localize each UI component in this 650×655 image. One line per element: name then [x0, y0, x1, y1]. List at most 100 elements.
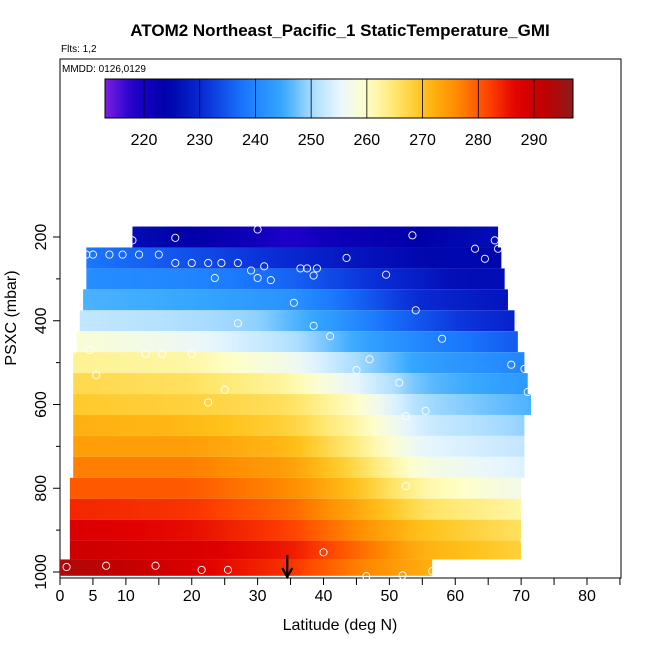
- observation-point: [128, 236, 137, 245]
- observation-point: [520, 364, 529, 373]
- observation-point: [217, 258, 226, 268]
- temperature-band: [60, 559, 433, 576]
- observation-point: [204, 398, 213, 407]
- y-tick-label: 400: [33, 307, 50, 334]
- observation-point: [141, 349, 150, 358]
- observation-point: [197, 565, 206, 574]
- observation-point: [266, 276, 275, 285]
- observation-point: [187, 258, 196, 268]
- observation-point: [220, 385, 229, 394]
- x-tick-label: 0: [56, 588, 65, 605]
- observation-point: [210, 273, 219, 283]
- x-tick-label: 80: [578, 588, 596, 605]
- observation-point: [365, 355, 374, 364]
- colorbar-ramp: [104, 78, 574, 119]
- temperature-band: [69, 477, 522, 499]
- temperature-band: [86, 247, 502, 269]
- observation-point: [395, 378, 404, 387]
- observation-points: [62, 225, 532, 581]
- dates-label: MMDD: 0126,0129: [62, 64, 146, 75]
- x-tick-label: 40: [315, 588, 333, 605]
- observation-point: [470, 244, 480, 253]
- observation-point: [171, 233, 180, 242]
- colorbar-tick-label: 250: [298, 132, 325, 149]
- observation-point: [151, 561, 160, 570]
- observation-point: [362, 572, 371, 581]
- observation-point: [507, 360, 516, 369]
- observation-point: [223, 565, 233, 574]
- observation-point: [233, 258, 242, 268]
- observation-point: [309, 321, 318, 330]
- y-tick-label: 600: [33, 391, 50, 418]
- x-tick-label: 70: [512, 588, 530, 605]
- observation-point: [382, 270, 391, 279]
- x-tick-label: 30: [249, 588, 267, 605]
- observation-point: [154, 250, 163, 259]
- y-tick-label: 200: [33, 224, 50, 251]
- x-tick-label: 20: [183, 588, 201, 605]
- observation-point: [494, 244, 503, 253]
- x-tick-label: 5: [88, 588, 97, 605]
- y-axis: 200 400 600 800 1000: [33, 224, 60, 590]
- colorbar-tick-label: 220: [131, 132, 158, 149]
- observation-point: [118, 250, 127, 259]
- plot-frame: [59, 58, 622, 579]
- observation-point: [520, 536, 529, 545]
- observation-point: [401, 482, 410, 491]
- observation-point: [253, 273, 262, 283]
- observation-point: [342, 253, 351, 262]
- temperature-band: [73, 352, 525, 374]
- y-tick-label: 1000: [33, 554, 50, 590]
- chart-title: ATOM2 Northeast_Pacific_1 StaticTemperat…: [130, 21, 549, 40]
- observation-point: [253, 225, 262, 234]
- colorbar-tick-label: 290: [521, 132, 548, 149]
- observation-point: [411, 306, 420, 315]
- observation-point: [69, 346, 78, 355]
- observation-point: [296, 264, 305, 273]
- observation-point: [134, 250, 144, 259]
- location-marker: [281, 555, 294, 580]
- temperature-band: [79, 310, 515, 332]
- observation-point: [408, 231, 417, 240]
- observation-point: [438, 334, 447, 343]
- observation-point: [319, 548, 328, 557]
- temperature-band: [73, 394, 532, 415]
- temperature-band: [69, 519, 522, 541]
- observation-point: [85, 346, 94, 355]
- observation-point: [158, 349, 167, 358]
- observation-point: [289, 298, 298, 307]
- x-axis-label: Latitude (deg N): [283, 617, 398, 634]
- flights-label: Flts: 1,2: [61, 44, 97, 55]
- y-tick-label: 800: [33, 475, 50, 502]
- temperature-band: [73, 414, 525, 436]
- colorbar-tick-label: 270: [409, 132, 436, 149]
- observation-point: [187, 349, 196, 358]
- temperature-band: [73, 373, 528, 395]
- marker-arrow-head: [281, 567, 294, 580]
- observation-point: [82, 250, 91, 259]
- x-tick-label: 50: [380, 588, 398, 605]
- temperature-band: [73, 456, 525, 478]
- x-tick-label: 10: [117, 588, 135, 605]
- observation-point: [92, 371, 101, 380]
- observation-point: [352, 366, 361, 375]
- observation-point: [204, 258, 213, 268]
- observation-point: [105, 250, 114, 259]
- observation-point: [401, 412, 410, 421]
- colorbar-tick-label: 280: [465, 132, 492, 149]
- temperature-band: [69, 498, 522, 520]
- observation-point: [490, 236, 499, 245]
- temperature-band: [69, 540, 522, 560]
- temperature-band: [76, 331, 518, 353]
- temperature-band: [132, 226, 499, 248]
- colorbar-tick-label: 260: [354, 132, 381, 149]
- observation-point: [233, 319, 242, 328]
- colorbar-tick-label: 230: [186, 132, 213, 149]
- x-axis: 0 5 10 20 30 40 50 60 70 80: [56, 578, 621, 605]
- observation-point: [523, 387, 532, 396]
- observation-point: [62, 562, 71, 572]
- observation-point: [480, 254, 489, 263]
- observation-point: [421, 406, 430, 415]
